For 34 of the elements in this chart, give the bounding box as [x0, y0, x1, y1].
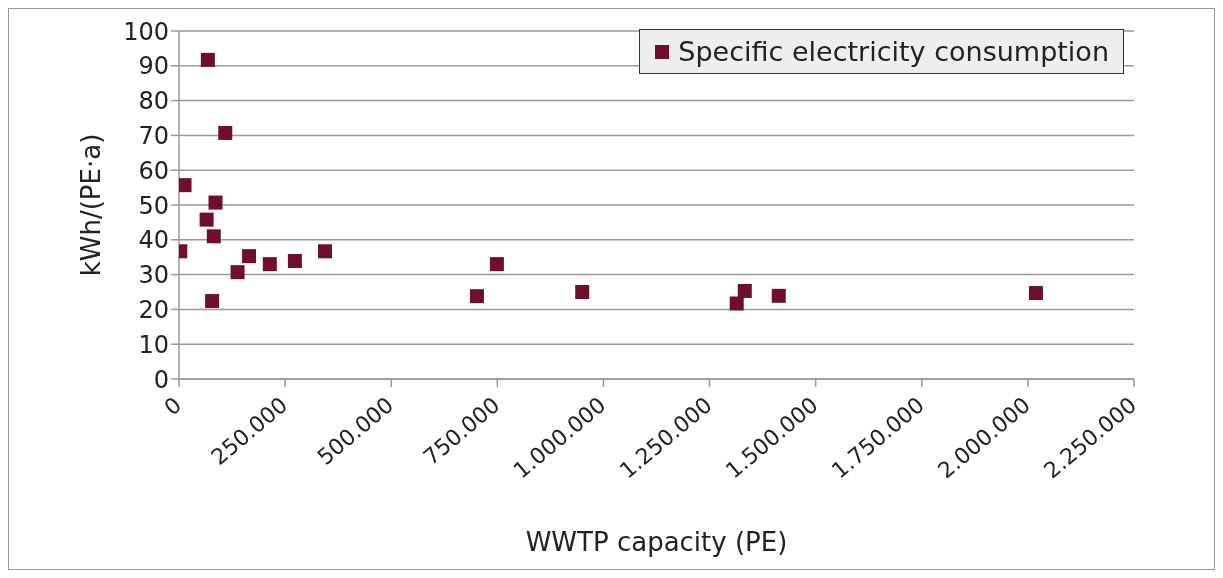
- x-tick-label: 0: [159, 392, 187, 421]
- y-tick-label: 90: [138, 52, 169, 81]
- y-tick-label: 0: [153, 365, 169, 394]
- point: [489, 257, 504, 272]
- y-tick-label: 70: [138, 121, 169, 150]
- point: [737, 283, 752, 298]
- y-tick-label: 30: [138, 261, 169, 290]
- y-tick-label: 80: [138, 87, 169, 116]
- y-tick-label: 40: [138, 226, 169, 255]
- point: [230, 265, 245, 280]
- y-tick-label: 100: [123, 17, 169, 46]
- point: [575, 285, 590, 299]
- legend-label: Specific electricity consumption: [678, 36, 1109, 67]
- point: [242, 249, 257, 264]
- point: [179, 178, 192, 193]
- y-tick-label: 20: [138, 295, 169, 324]
- x-axis-title: WWTP capacity (PE): [525, 527, 788, 557]
- y-tick-label: 50: [138, 191, 169, 220]
- point: [208, 195, 223, 210]
- point: [206, 229, 221, 244]
- point: [205, 294, 220, 309]
- point: [262, 257, 277, 272]
- y-axis-title: kWh/(PE·a): [76, 133, 107, 277]
- point: [199, 212, 214, 227]
- y-tick-label: 60: [138, 156, 169, 185]
- point: [729, 296, 744, 311]
- point: [1028, 286, 1043, 301]
- point: [771, 288, 786, 303]
- point: [318, 244, 333, 259]
- point: [218, 125, 233, 140]
- point: [287, 254, 302, 269]
- y-tick-label: 10: [138, 330, 169, 359]
- point: [200, 52, 215, 67]
- point: [469, 289, 484, 304]
